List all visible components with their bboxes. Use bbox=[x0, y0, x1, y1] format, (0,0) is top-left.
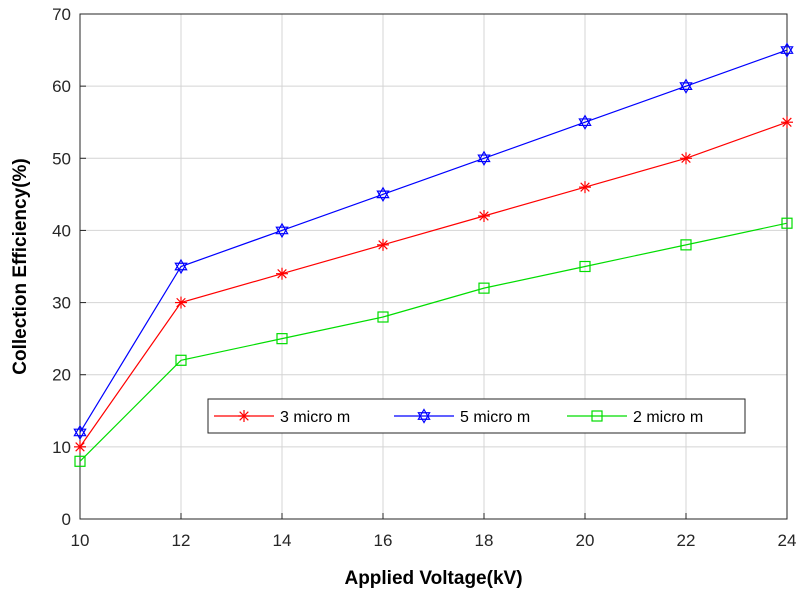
data-point bbox=[275, 222, 289, 239]
x-tick-label: 10 bbox=[71, 531, 90, 550]
series-layer bbox=[73, 42, 794, 467]
series-0 bbox=[74, 116, 793, 453]
data-point bbox=[276, 333, 288, 345]
x-tick-label: 12 bbox=[172, 531, 191, 550]
x-tick-label: 18 bbox=[475, 531, 494, 550]
data-point bbox=[680, 239, 692, 251]
data-point bbox=[680, 152, 692, 165]
data-point bbox=[478, 282, 490, 294]
series-line bbox=[79, 49, 788, 433]
data-point bbox=[578, 114, 592, 130]
legend-box bbox=[207, 398, 746, 434]
data-point bbox=[376, 186, 390, 203]
data-point bbox=[174, 258, 188, 275]
y-tick-label: 70 bbox=[52, 5, 71, 24]
y-tick-label: 50 bbox=[52, 149, 71, 168]
data-point bbox=[175, 296, 187, 309]
x-tick-label: 24 bbox=[778, 531, 797, 550]
y-tick-label: 60 bbox=[52, 77, 71, 96]
legend-label: 5 micro m bbox=[460, 409, 530, 426]
data-point bbox=[377, 311, 389, 323]
legend-label: 2 micro m bbox=[633, 409, 703, 426]
legend-label: 3 micro m bbox=[280, 409, 350, 426]
data-point bbox=[579, 260, 591, 273]
y-axis-title: Collection Efficiency(%) bbox=[10, 158, 31, 374]
data-point bbox=[781, 116, 793, 129]
data-point bbox=[276, 267, 288, 280]
plot-frame bbox=[79, 13, 788, 520]
data-point bbox=[73, 424, 87, 441]
series-2 bbox=[74, 217, 793, 467]
data-point bbox=[781, 217, 793, 229]
series-1 bbox=[73, 42, 794, 441]
legend-marker bbox=[238, 410, 250, 422]
y-tick-label: 0 bbox=[62, 510, 71, 529]
x-tick-label: 22 bbox=[677, 531, 696, 550]
y-tick-label: 40 bbox=[52, 221, 71, 240]
data-point bbox=[780, 42, 794, 58]
y-tick-label: 20 bbox=[52, 366, 71, 385]
legend-entry: 3 micro m bbox=[214, 409, 350, 426]
data-point bbox=[175, 354, 187, 366]
x-tick-label: 14 bbox=[273, 531, 292, 550]
legend-entry: 5 micro m bbox=[394, 408, 530, 426]
x-tick-label: 20 bbox=[576, 531, 595, 550]
x-tick-label: 16 bbox=[374, 531, 393, 550]
series-line bbox=[79, 222, 788, 462]
y-tick-label: 30 bbox=[52, 294, 71, 313]
data-point bbox=[74, 455, 86, 467]
series-line bbox=[79, 121, 788, 448]
data-point bbox=[477, 150, 491, 166]
legend-marker bbox=[591, 410, 603, 422]
legend: 3 micro m 5 micro m 2 micro m bbox=[207, 398, 746, 434]
data-point bbox=[579, 181, 591, 194]
data-point bbox=[679, 78, 693, 94]
legend-entry: 2 micro m bbox=[567, 409, 703, 426]
data-point bbox=[377, 238, 389, 251]
data-point bbox=[74, 440, 86, 453]
legend-marker bbox=[417, 408, 431, 424]
data-point bbox=[478, 210, 490, 222]
y-tick-label: 10 bbox=[52, 438, 71, 457]
x-axis-title: Applied Voltage(kV) bbox=[344, 568, 522, 589]
